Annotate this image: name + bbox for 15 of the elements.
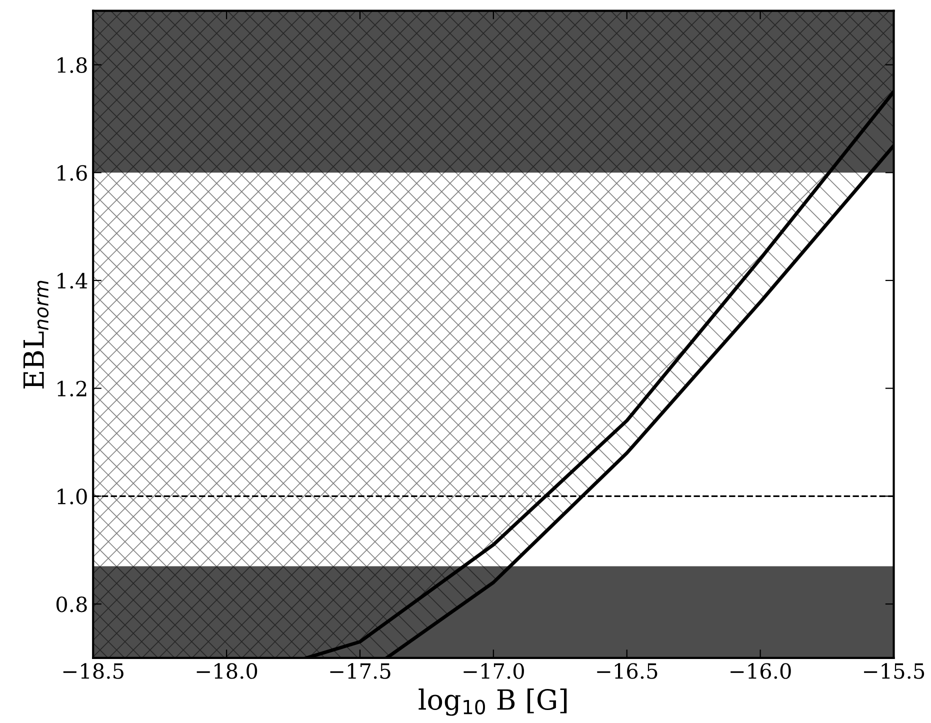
x-axis-title: log$_{10}$ B [G] xyxy=(418,688,567,716)
x-tick-label: −16.0 xyxy=(730,663,791,679)
y-tick-label: 1.2 xyxy=(58,380,86,397)
x-tick-label: −16.5 xyxy=(597,663,658,679)
x-tick-label: −17.0 xyxy=(464,663,524,679)
y-tick-label: 1.4 xyxy=(58,272,88,289)
y-tick-label: 1.6 xyxy=(58,165,87,181)
x-tick-label: −18.0 xyxy=(196,663,258,679)
x-tick-label: −15.5 xyxy=(864,663,924,679)
y-axis-title: EBL$_{norm}$ xyxy=(23,280,49,389)
x-tick-label: −17.5 xyxy=(330,663,390,679)
y-tick-label: 0.8 xyxy=(56,596,87,612)
y-tick-label: 1.0 xyxy=(58,488,87,504)
y-tick-label: 1.8 xyxy=(58,57,87,73)
x-tick-label: −18.5 xyxy=(63,663,124,679)
